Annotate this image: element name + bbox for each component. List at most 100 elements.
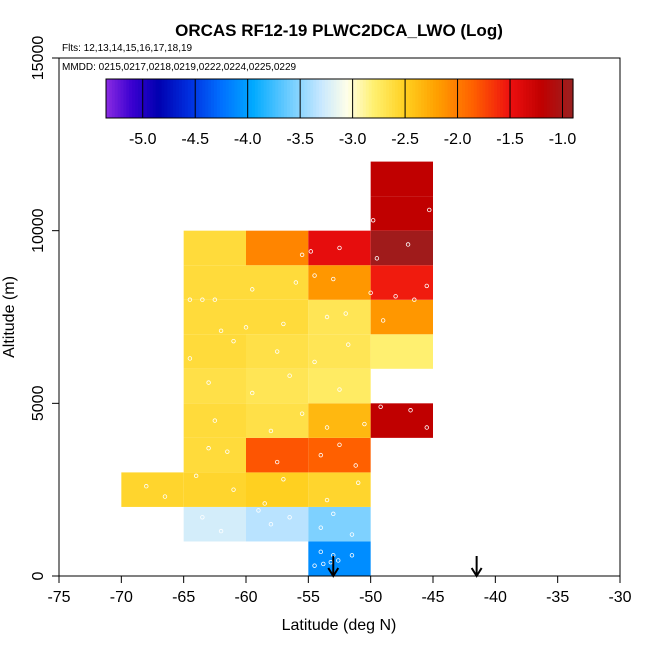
heatmap-cell [246, 299, 309, 335]
colorbar-segment [362, 79, 367, 118]
colorbar-segment [523, 79, 527, 118]
x-tick-label: -55 [297, 589, 320, 606]
x-axis: -75 -70 -65 -60 -55 -50 -45 -40 -35 -30 [47, 576, 632, 606]
heatmap-cell [370, 265, 433, 300]
colorbar-segment [190, 79, 195, 118]
heatmap-cell [246, 230, 309, 266]
colorbar-segment [543, 79, 548, 118]
colorbar-segment [494, 79, 498, 118]
heatmap-cell [246, 265, 309, 300]
colorbar-tick-label: -1.0 [549, 131, 577, 148]
heatmap-cell [370, 196, 433, 231]
observation-point [318, 525, 323, 530]
heatmap-cell [183, 368, 246, 404]
heatmap-cell [121, 472, 184, 507]
colorbar-segment [380, 79, 384, 118]
colorbar-segment [394, 79, 399, 118]
x-tick-label: -45 [421, 589, 444, 606]
observation-point [362, 421, 367, 427]
colorbar-segment [257, 79, 262, 118]
colorbar-segment [316, 79, 320, 118]
observation-point [349, 532, 355, 537]
observation-point [299, 252, 305, 258]
colorbar-segment [532, 79, 536, 118]
colorbar-segment [149, 79, 154, 118]
heatmap-cell [246, 334, 309, 369]
colorbar-frame [105, 78, 574, 119]
observation-point [281, 321, 286, 327]
colorbar-tick-label: -4.5 [181, 131, 209, 148]
heatmap-cells [121, 161, 433, 576]
colorbar-segment [485, 79, 489, 118]
y-tick-label: 5000 [30, 385, 47, 421]
colorbar-segment [161, 79, 165, 118]
colorbar-segment [187, 79, 192, 118]
observation-point [331, 276, 336, 282]
colorbar-segment [138, 79, 142, 118]
colorbar-segment [561, 79, 565, 118]
colorbar-segment [389, 79, 393, 118]
colorbar-segment [178, 79, 183, 118]
colorbar-segment [427, 79, 431, 118]
colorbar-segment [386, 79, 390, 118]
observation-point [206, 446, 211, 451]
observation-point [312, 359, 317, 365]
observation-point [193, 473, 199, 479]
colorbar-segment [330, 79, 335, 118]
colorbar-segment [397, 79, 402, 118]
x-tick-label: -65 [172, 589, 195, 606]
colorbar-segment [199, 79, 203, 118]
heatmap-cell [183, 506, 246, 542]
observation-point [200, 297, 205, 302]
colorbar-segment [275, 79, 279, 118]
colorbar-segment [260, 79, 265, 118]
colorbar-segment [409, 79, 414, 118]
observation-point [324, 425, 330, 430]
observation-point [312, 563, 317, 568]
colorbar-segment [438, 79, 443, 118]
observation-point [274, 349, 280, 354]
observation-point [393, 294, 398, 299]
heatmap-cell [183, 437, 246, 473]
colorbar-segment [117, 79, 122, 118]
colorbar-segment [508, 79, 513, 118]
heatmap-cell [308, 506, 371, 542]
observation-point [162, 494, 168, 499]
observation-point [268, 428, 274, 434]
arrow-marker [327, 556, 340, 578]
colorbar-segment [173, 79, 177, 118]
observation-point [281, 477, 286, 482]
colorbar-segment [549, 79, 554, 118]
observation-point [337, 245, 342, 251]
y-tick-label: 10000 [30, 208, 47, 253]
colorbar-segment [251, 79, 256, 118]
colorbar-segment [345, 79, 349, 118]
colorbar-segment [301, 79, 306, 118]
observation-point [268, 522, 274, 527]
colorbar-segment [108, 79, 113, 118]
colorbar-segment [555, 79, 560, 118]
colorbar-segment [152, 79, 157, 118]
colorbar-segment [114, 79, 119, 118]
colorbar-segment [383, 79, 387, 118]
colorbar-segment [400, 79, 405, 118]
colorbar-segment [123, 79, 128, 118]
colorbar-segment [357, 79, 361, 118]
heatmap-cell [308, 230, 371, 266]
heatmap-cell [183, 472, 246, 507]
colorbar-segment [304, 79, 308, 118]
observation-points [144, 207, 432, 568]
observation-point [331, 511, 336, 517]
colorbar-segment [377, 79, 381, 118]
colorbar-segment [132, 79, 136, 118]
colorbar: -5.0 -4.5 -4.0 -3.5 -3.0 -2.5 -2.0 -1.5 -1.0 [105, 78, 577, 148]
colorbar-segment [488, 79, 492, 118]
x-axis-label: Latitude (deg N) [282, 617, 397, 634]
observation-point [343, 311, 348, 316]
colorbar-segment [336, 79, 341, 118]
observation-point [405, 242, 411, 247]
colorbar-segment [196, 79, 200, 118]
colorbar-segment [435, 79, 440, 118]
colorbar-segment [254, 79, 259, 118]
colorbar-segment [546, 79, 551, 118]
